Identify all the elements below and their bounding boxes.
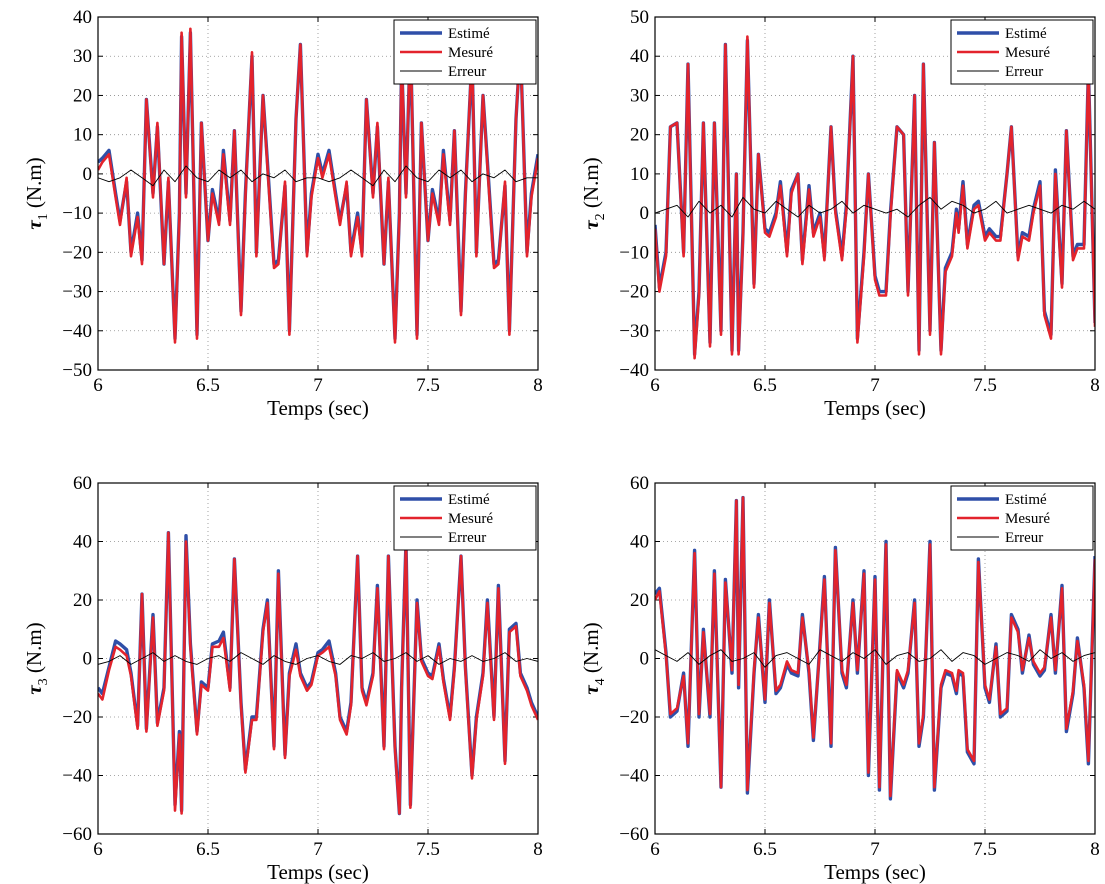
series-line-mesur [98, 27, 538, 344]
axes-frame [654, 482, 1096, 835]
y-tick-label: 60 [630, 473, 649, 494]
y-tick-label: −50 [62, 360, 92, 381]
y-tick-label: 30 [73, 46, 92, 67]
y-tick-label: 60 [73, 473, 92, 494]
y-tick-label: −60 [619, 824, 649, 845]
x-tick-label: 6 [650, 375, 660, 396]
x-tick-label: 7 [870, 839, 880, 860]
x-tick-label: 8 [1090, 839, 1100, 860]
y-tick-label: 30 [630, 85, 649, 106]
y-axis-label: τ2 (N.m) [579, 157, 608, 229]
legend: Estimé Mesuré Erreur [393, 19, 537, 85]
y-tick-label: −20 [619, 707, 649, 728]
y-tick-label: 20 [73, 590, 92, 611]
y-tick-label: −30 [619, 321, 649, 342]
chart-panel-4: 6 6.5 7 7.5 8 −60 −40 −20 0 20 40 60 Estimé Mesuré Err… [579, 473, 1100, 884]
legend-label: Estimé [1005, 492, 1047, 508]
legend-label: Erreur [1005, 64, 1043, 80]
y-tick-label: 40 [73, 532, 92, 553]
y-tick-label: −40 [619, 766, 649, 787]
chart-panel-2: 6 6.5 7 7.5 8 −40 −30 −20 −10 0 10 20 30 40 50 Estimé Me… [579, 7, 1100, 420]
y-tick-label: −20 [62, 242, 92, 263]
legend-label: Estimé [448, 492, 490, 508]
y-tick-label: −40 [62, 766, 92, 787]
y-tick-label: 0 [640, 649, 650, 670]
x-tick-label: 7.5 [973, 839, 997, 860]
x-tick-label: 7.5 [416, 839, 440, 860]
series-line-erreur [655, 196, 1095, 218]
y-axis-label: τ1 (N.m) [22, 157, 51, 229]
y-tick-label: −10 [62, 203, 92, 224]
x-tick-label: 6.5 [753, 839, 777, 860]
legend-label: Erreur [448, 64, 486, 80]
y-tick-label: 50 [630, 7, 649, 28]
series-line-mesur [655, 35, 1095, 360]
x-axis-label: Temps (sec) [267, 860, 369, 884]
legend-label: Mesuré [1005, 511, 1050, 527]
legend-label: Estimé [1005, 26, 1047, 42]
x-tick-label: 7.5 [973, 375, 997, 396]
legend-label: Estimé [448, 26, 490, 42]
series-line-erreur [655, 649, 1095, 668]
y-tick-label: 20 [73, 85, 92, 106]
y-tick-label: 40 [630, 46, 649, 67]
x-tick-label: 6.5 [196, 839, 220, 860]
series-line-erreur [98, 165, 538, 187]
x-tick-label: 6 [93, 839, 103, 860]
y-tick-label: −20 [62, 707, 92, 728]
y-tick-label: −10 [619, 242, 649, 263]
legend-label: Erreur [1005, 530, 1043, 546]
y-tick-label: 10 [630, 164, 649, 185]
x-tick-label: 7 [870, 375, 880, 396]
legend: Estimé Mesuré Erreur [950, 19, 1094, 85]
y-tick-label: −40 [62, 321, 92, 342]
x-tick-label: 6.5 [753, 375, 777, 396]
y-tick-label: 20 [630, 590, 649, 611]
x-tick-label: 6 [650, 839, 660, 860]
x-axis-label: Temps (sec) [824, 396, 926, 420]
legend-label: Mesuré [1005, 45, 1050, 61]
y-tick-label: 0 [83, 649, 93, 670]
y-tick-label: −20 [619, 282, 649, 303]
legend-box [393, 19, 537, 85]
legend-label: Mesuré [448, 511, 493, 527]
legend: Estimé Mesuré Erreur [393, 485, 537, 551]
legend-label: Erreur [448, 530, 486, 546]
legend-label: Mesuré [448, 45, 493, 61]
y-tick-label: 40 [630, 532, 649, 553]
x-tick-label: 7 [313, 375, 323, 396]
x-tick-label: 7 [313, 839, 323, 860]
x-tick-label: 6.5 [196, 375, 220, 396]
y-axis-label: τ4 (N.m) [579, 622, 608, 694]
x-axis-label: Temps (sec) [267, 396, 369, 420]
series-line-mesur [655, 496, 1095, 798]
y-tick-label: 0 [83, 164, 93, 185]
y-tick-label: 0 [640, 203, 650, 224]
x-tick-label: 7.5 [416, 375, 440, 396]
x-tick-label: 8 [1090, 375, 1100, 396]
legend: Estimé Mesuré Erreur [950, 485, 1094, 551]
y-tick-label: 10 [73, 125, 92, 146]
x-axis-label: Temps (sec) [824, 860, 926, 884]
y-tick-label: −30 [62, 282, 92, 303]
x-tick-label: 8 [533, 839, 543, 860]
chart-panel-1: 6 6.5 7 7.5 8 −50 −40 −30 −20 −10 0 10 20 30 40 Estimé M… [22, 7, 543, 420]
series-line-erreur [98, 652, 538, 665]
y-tick-label: −40 [619, 360, 649, 381]
axes-frame [97, 482, 539, 835]
y-tick-label: 40 [73, 7, 92, 28]
axes-frame [97, 16, 539, 371]
chart-panel-3: 6 6.5 7 7.5 8 −60 −40 −20 0 20 40 60 Estimé Mesuré Err… [22, 473, 543, 884]
axes-frame [654, 16, 1096, 371]
x-tick-label: 6 [93, 375, 103, 396]
y-tick-label: −60 [62, 824, 92, 845]
y-axis-label: τ3 (N.m) [22, 622, 51, 694]
x-tick-label: 8 [533, 375, 543, 396]
y-tick-label: 20 [630, 125, 649, 146]
